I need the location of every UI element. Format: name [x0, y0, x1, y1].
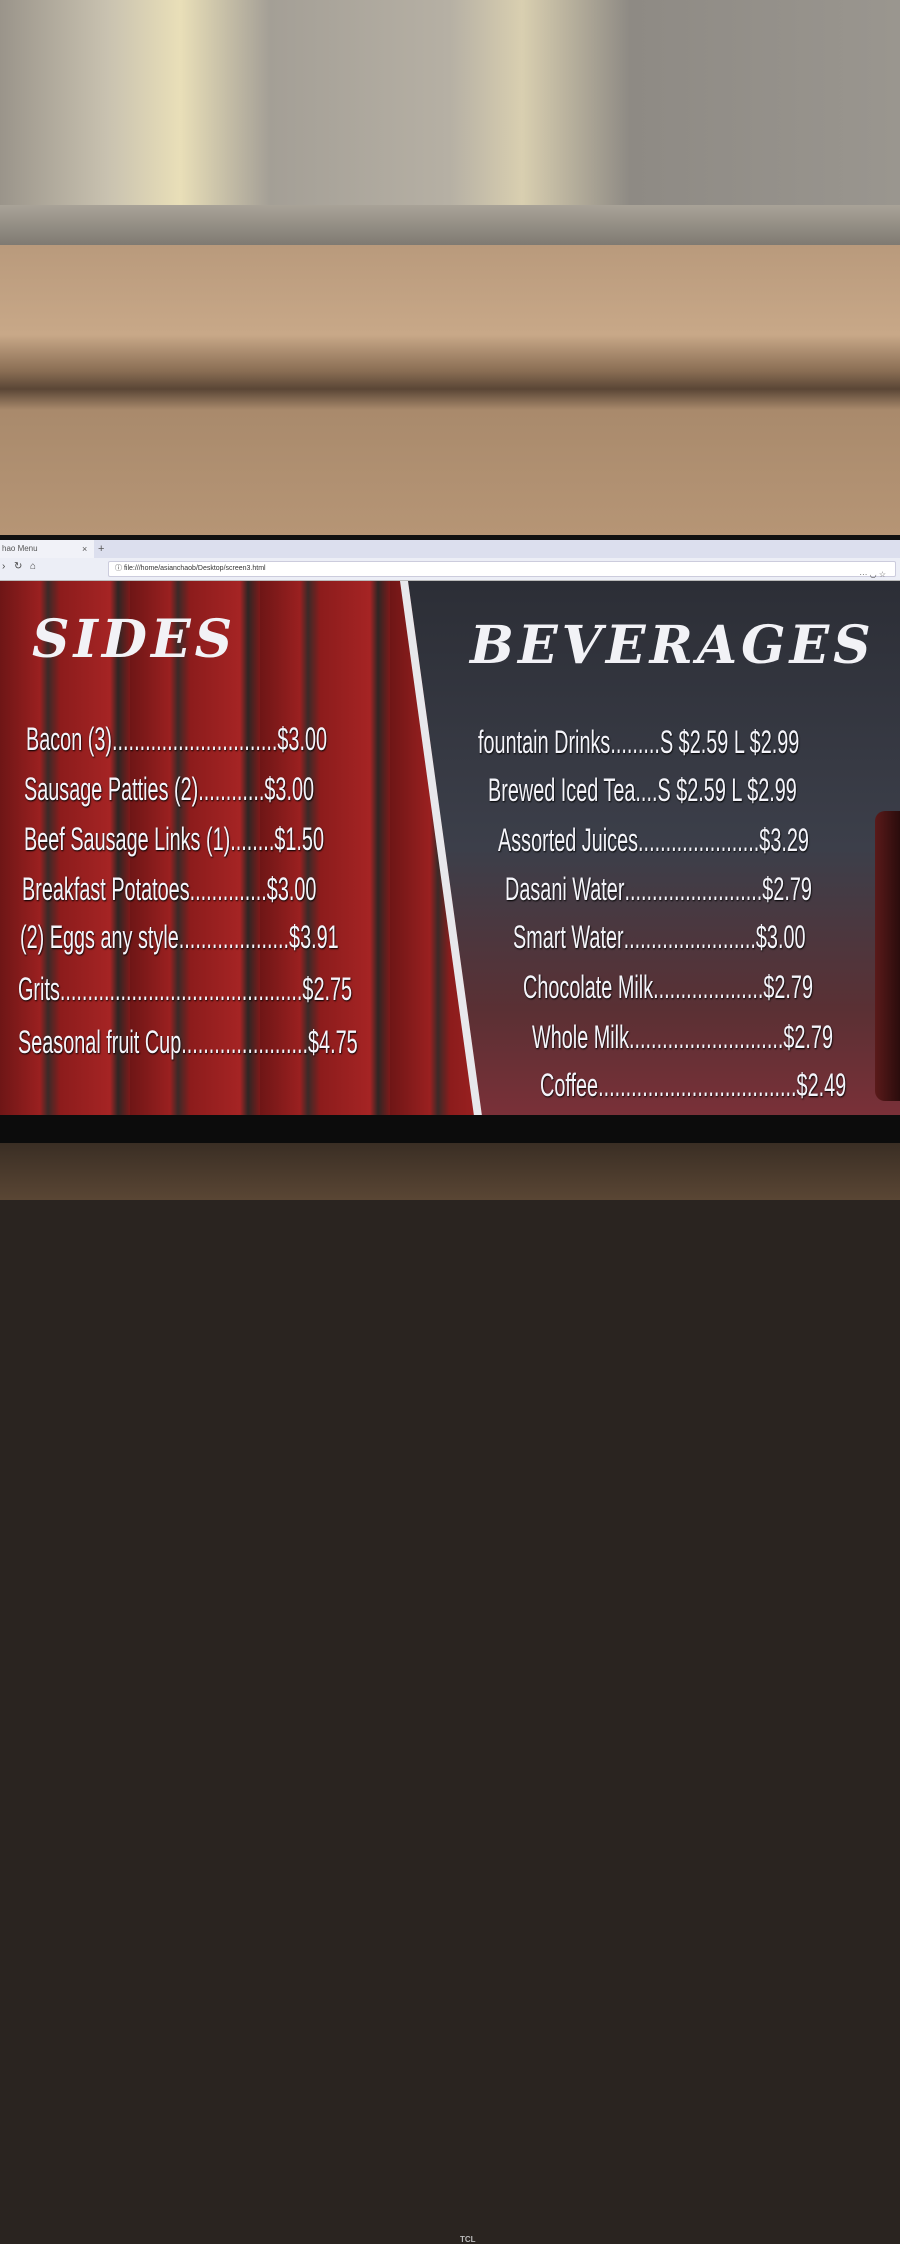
soda-cup-image [875, 811, 900, 1101]
reload-icon[interactable]: ↻ [14, 561, 23, 572]
item-name: Coffee [540, 1067, 599, 1103]
beverages-background [408, 581, 900, 1116]
dot-leader: ........................................… [59, 971, 303, 1007]
browser-tab[interactable]: hao Menu × [0, 540, 94, 558]
item-name: Chocolate Milk [523, 969, 654, 1005]
browser-tab-bar: hao Menu × + [0, 540, 900, 558]
dot-leader: .... [635, 772, 658, 808]
dot-leader: .................... [653, 969, 764, 1005]
page-actions[interactable]: ··· ◡ ☆ [859, 570, 886, 579]
home-icon[interactable]: ⌂ [30, 561, 37, 572]
dot-leader: .................................... [598, 1067, 797, 1103]
item-name: Breakfast Potatoes [22, 871, 190, 907]
item-price: $2.79 [762, 871, 812, 907]
dot-leader: ............ [198, 771, 265, 807]
item-price: $2.49 [796, 1067, 847, 1103]
url-text: file:///home/asianchaob/Desktop/screen3.… [123, 565, 266, 572]
menu-item: (2) Eggs any style.................... $3… [20, 919, 339, 956]
item-name: Beef Sausage Links (1) [24, 821, 231, 857]
dot-leader: ......... [610, 724, 660, 760]
item-name: (2) Eggs any style [20, 919, 179, 955]
menu-item: Grits...................................… [18, 971, 352, 1008]
item-price: $2.79 [783, 1019, 834, 1055]
dot-leader: ............................ [629, 1019, 784, 1055]
dot-leader: .............. [189, 871, 267, 907]
dot-leader: ......................... [624, 871, 763, 907]
sides-title: SIDES [32, 609, 237, 670]
item-price: $2.79 [763, 969, 814, 1005]
menu-item: Bacon (3).............................. $… [26, 721, 327, 758]
item-price: $1.50 [274, 821, 324, 857]
item-price: S $2.59 L $2.99 [659, 724, 800, 760]
menu-item: Brewed Iced Tea.... S $2.59 L $2.99 [488, 772, 797, 809]
item-price: $2.75 [302, 971, 353, 1007]
hood-edge [0, 205, 900, 245]
bookmark-star-icon[interactable]: ☆ [878, 570, 886, 579]
close-icon[interactable]: × [82, 544, 88, 554]
tv-brand-logo: TCL [460, 2235, 476, 2244]
wall [0, 245, 900, 545]
item-name: Dasani Water [505, 871, 625, 907]
beverages-title: BEVERAGES [470, 615, 875, 676]
item-price: $3.29 [759, 822, 809, 858]
menu-item: Sausage Patties (2) ............ $3.00 [24, 771, 314, 808]
dot-leader: ........................ [623, 919, 756, 955]
pocket-icon[interactable]: ◡ [869, 570, 877, 579]
forward-icon[interactable]: › [2, 561, 6, 572]
menu-page: SIDES BEVERAGES Bacon (3)...............… [0, 581, 900, 1116]
browser-toolbar: › ↻ ⌂ ⓘ file:///home/asianchaob/Desktop/… [0, 558, 900, 581]
item-name: Brewed Iced Tea [488, 772, 636, 808]
menu-item: Beef Sausage Links (1) ........ $1.50 [24, 821, 324, 858]
item-name: Seasonal fruit Cup [18, 1024, 182, 1060]
menu-item: Breakfast Potatoes.............. $3.00 [22, 871, 316, 908]
menu-item: Assorted Juices...................... $3.… [498, 822, 809, 859]
new-tab-button[interactable]: + [98, 543, 105, 555]
item-price: $3.00 [277, 721, 328, 757]
dot-leader: .................... [178, 919, 290, 955]
menu-item: Chocolate Milk.................... $2.79 [523, 969, 813, 1006]
item-name: Sausage Patties (2) [24, 771, 199, 807]
dot-leader: ........ [230, 821, 275, 857]
item-name: Smart Water [513, 919, 624, 955]
menu-item: fountain Drinks......... S $2.59 L $2.99 [478, 724, 799, 761]
more-icon[interactable]: ··· [859, 570, 868, 579]
item-name: Bacon (3) [26, 721, 113, 757]
item-price: S $2.59 L $2.99 [657, 772, 797, 808]
item-price: $3.00 [266, 871, 317, 907]
item-name: Whole Milk [532, 1019, 630, 1055]
menu-item: Seasonal fruit Cup......................… [18, 1024, 358, 1061]
item-name: Assorted Juices [498, 822, 639, 858]
menu-item: Smart Water ........................ $3.0… [513, 919, 806, 956]
menu-item: Whole Milk............................ $… [532, 1019, 833, 1056]
item-price: $3.00 [264, 771, 315, 807]
item-price: $3.91 [289, 919, 339, 955]
dot-leader: ....................... [181, 1024, 309, 1060]
counter [0, 1143, 900, 1200]
item-name: fountain Drinks [478, 724, 611, 760]
item-price: $3.00 [755, 919, 806, 955]
item-price: $4.75 [308, 1024, 358, 1060]
dot-leader: ...................... [638, 822, 760, 858]
menu-item: Dasani Water ......................... $2… [505, 871, 812, 908]
dot-leader: .............................. [112, 721, 278, 757]
tab-title: hao Menu [2, 544, 38, 553]
address-bar[interactable]: ⓘ file:///home/asianchaob/Desktop/screen… [108, 561, 896, 577]
menu-item: Coffee..................................… [540, 1067, 846, 1104]
stainless-hood [0, 0, 900, 245]
tv-bezel: TCL [0, 1115, 900, 2244]
item-name: Grits [18, 971, 60, 1007]
info-icon: ⓘ [115, 565, 124, 572]
